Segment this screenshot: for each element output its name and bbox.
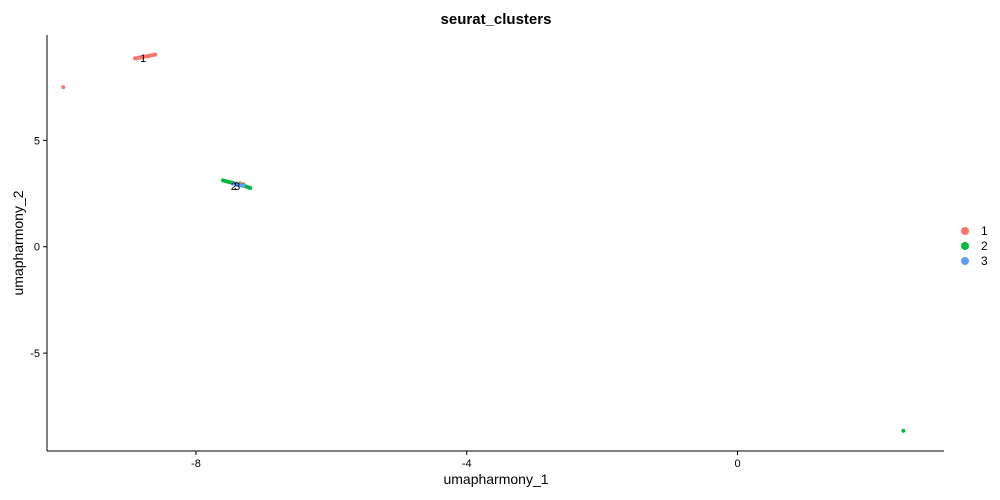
data-point-cluster-2	[248, 185, 253, 190]
cluster-label-2: 2	[231, 181, 237, 193]
axes	[46, 35, 944, 452]
data-point-cluster-3	[231, 181, 236, 186]
cluster-label-1: 1	[140, 53, 146, 65]
legend-label-2: 2	[981, 239, 988, 253]
legend-label-1: 1	[981, 224, 988, 238]
x-tick-label: -4	[462, 458, 472, 470]
y-tick-label: 5	[34, 135, 40, 147]
legend: 123	[961, 224, 988, 268]
x-ticks: -8 -4 0	[191, 451, 741, 470]
chart-title: seurat_clusters	[441, 11, 552, 28]
data-point-cluster-1	[61, 85, 66, 90]
y-ticks: -5 0 5	[30, 135, 47, 360]
data-point-cluster-3	[241, 183, 246, 188]
cluster-label-3: 3	[234, 181, 240, 193]
y-tick-label: -5	[30, 348, 40, 360]
legend-key-2	[961, 242, 969, 250]
legend-label-3: 3	[981, 254, 988, 268]
y-axis-label: umapharmony_2	[10, 190, 26, 295]
cluster-labels: 1 23	[140, 53, 240, 193]
data-point-cluster-1	[134, 56, 139, 61]
x-axis-label: umapharmony_1	[443, 471, 548, 487]
legend-key-1	[961, 227, 969, 235]
x-tick-label: 0	[734, 458, 740, 470]
data-points	[61, 52, 906, 433]
data-point-cluster-1	[146, 54, 151, 59]
data-point-cluster-2	[901, 428, 906, 433]
y-tick-label: 0	[34, 242, 40, 254]
x-tick-label: -8	[191, 458, 201, 470]
data-point-cluster-1	[139, 55, 144, 60]
data-point-cluster-1	[153, 52, 158, 57]
legend-key-3	[961, 257, 969, 265]
